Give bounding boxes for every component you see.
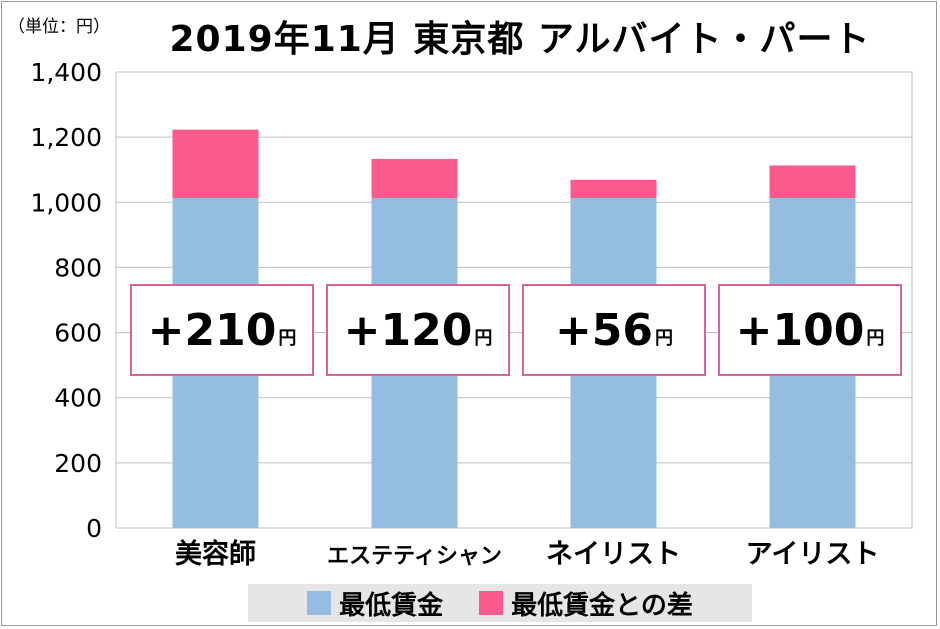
y-tick-label: 400 [54, 384, 102, 413]
x-tick-labels: 美容師 エステティシャン ネイリスト アイリスト [175, 538, 879, 570]
diff-label-box: +56 円 [522, 284, 706, 376]
y-tick-labels: 0 200 400 600 800 1,000 1,200 1,400 [30, 58, 102, 543]
y-tick-label: 1,400 [30, 58, 102, 87]
x-tick-label: エステティシャン [327, 544, 502, 569]
y-tick-label: 800 [54, 253, 102, 282]
legend-item-minimum-wage: 最低賃金 [307, 585, 443, 622]
diff-unit: 円 [655, 328, 674, 349]
legend-swatch [479, 591, 504, 615]
legend: 最低賃金 最低賃金との差 [248, 584, 752, 622]
diff-value: +120 [343, 304, 473, 356]
bar-difference [570, 179, 657, 199]
diff-label-box: +100 円 [718, 284, 902, 376]
diff-label-box: +210 円 [130, 284, 314, 376]
diff-unit: 円 [474, 328, 493, 349]
legend-label: 最低賃金 [339, 590, 444, 621]
legend-swatch [307, 591, 332, 615]
diff-unit: 円 [866, 328, 885, 349]
diff-value: +100 [735, 304, 865, 356]
diff-value: +56 [554, 304, 654, 356]
x-tick-label: ネイリスト [546, 539, 681, 570]
diff-label-box: +120 円 [326, 284, 510, 376]
legend-label: 最低賃金との差 [511, 590, 693, 621]
y-tick-label: 200 [54, 449, 102, 478]
bar-difference [172, 129, 259, 199]
y-tick-label: 0 [86, 514, 102, 543]
bar-difference [769, 165, 856, 199]
y-tick-label: 1,200 [30, 123, 102, 152]
y-tick-label: 1,000 [30, 188, 102, 217]
diff-unit: 円 [278, 328, 297, 349]
legend-item-difference: 最低賃金との差 [479, 585, 693, 622]
diff-value: +210 [147, 304, 277, 356]
chart-title: 2019年11月 東京都 アルバイト・パート [169, 19, 871, 60]
x-tick-label: 美容師 [175, 538, 256, 570]
y-tick-label: 600 [54, 319, 102, 348]
x-tick-label: アイリスト [746, 539, 880, 570]
bar-difference [371, 158, 458, 199]
unit-label: （単位：円） [8, 17, 110, 37]
